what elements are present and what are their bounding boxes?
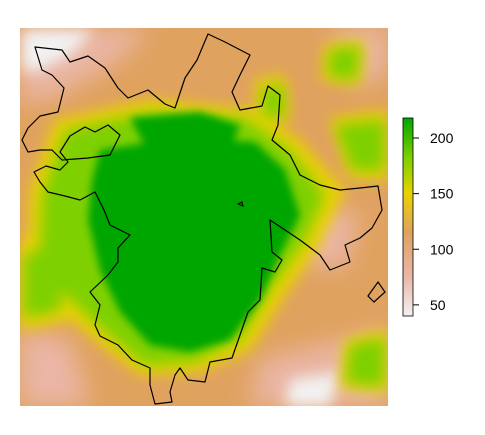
legend-ticks: 50 100 150 200 <box>413 130 454 313</box>
boundary-islet <box>367 280 386 303</box>
legend-color-bar <box>402 117 414 317</box>
color-legend: 50 100 150 200 <box>402 117 454 317</box>
boundary-inner-spot <box>236 201 244 207</box>
legend-tick-label: 200 <box>430 130 454 146</box>
legend-tick-label: 100 <box>430 241 454 257</box>
legend-tick-label: 50 <box>430 297 446 313</box>
elevation-raster <box>20 28 388 406</box>
legend-tick-label: 150 <box>430 186 454 202</box>
study-area-boundary <box>21 33 383 405</box>
